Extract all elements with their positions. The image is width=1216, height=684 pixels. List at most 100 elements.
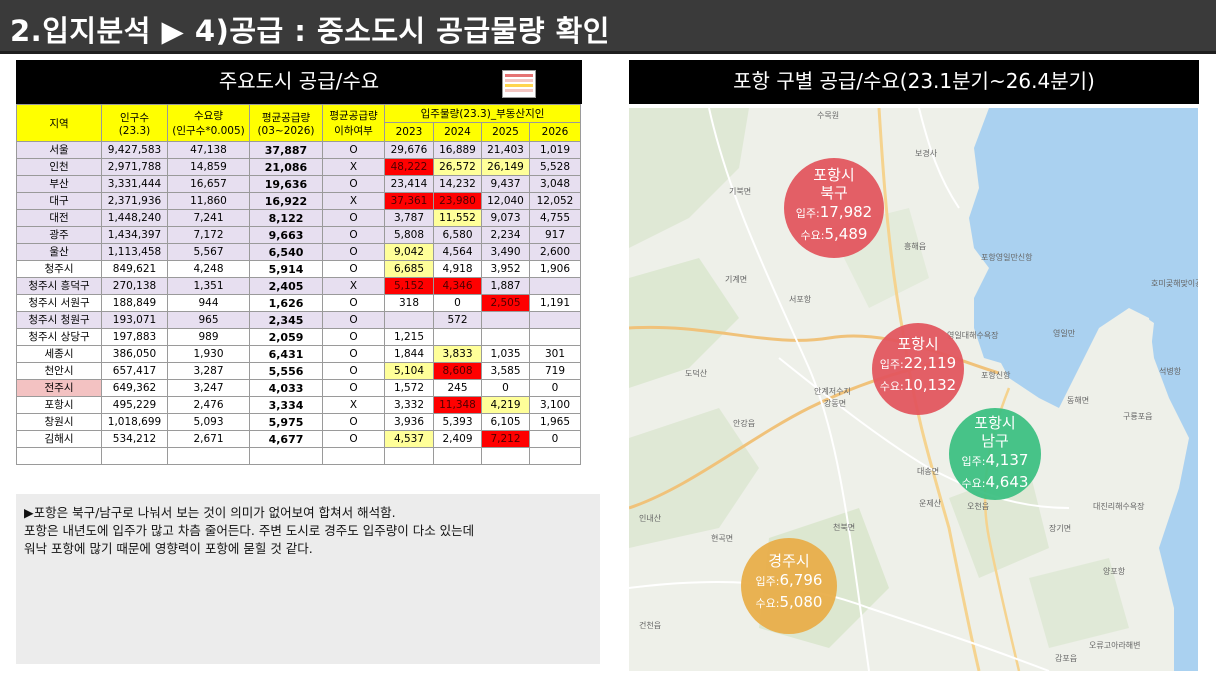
table-row: 포항시 495,229 2,476 3,334 X 3,332 11,348 4,219 3,1… — [16, 396, 582, 414]
cell-y2023: 5,808 — [384, 226, 434, 244]
cell-y2024: 8,608 — [433, 362, 482, 380]
cell-y2023: 1,844 — [384, 345, 434, 363]
cell-demand: 965 — [167, 311, 250, 329]
bubble-supply: 입주:6,796 — [755, 571, 823, 589]
cell-y2026 — [528, 277, 582, 295]
header-year-2026: 2026 — [528, 122, 582, 142]
table-row: 청주시 상당구 197,883 989 2,059 O 1,215 — [16, 328, 582, 346]
cell-y2024: 26,572 — [433, 158, 482, 176]
cell-region: 포항시 — [16, 396, 102, 414]
table-row: 부산 3,331,444 16,657 19,636 O 23,414 14,232 9,43… — [16, 175, 582, 193]
bubble-pohang: 포항시 입주:22,119 수요:10,132 — [872, 323, 964, 415]
cell-population: 193,071 — [101, 311, 168, 329]
cell-y2025: 7,212 — [481, 430, 530, 448]
cell-demand: 5,093 — [167, 413, 250, 431]
cell-y2025: 4,219 — [481, 396, 530, 414]
cell-population — [101, 447, 168, 465]
cell-avg-supply: 37,887 — [249, 141, 323, 159]
cell-region: 서울 — [16, 141, 102, 159]
table-row: 김해시 534,212 2,671 4,677 O 4,537 2,409 7,212 0 — [16, 430, 582, 448]
map-label: 기계면 — [725, 275, 748, 284]
cell-y2023 — [384, 447, 434, 465]
cell-y2025: 9,073 — [481, 209, 530, 227]
cell-y2023: 4,537 — [384, 430, 434, 448]
cell-y2024: 4,918 — [433, 260, 482, 278]
cell-y2025: 3,952 — [481, 260, 530, 278]
map-label: 서포항 — [789, 295, 812, 304]
map-label: 양포항 — [1103, 567, 1126, 576]
note-line-1: ▶포항은 북구/남구로 나눠서 보는 것이 의미가 없어보여 합쳐서 해석함. — [24, 505, 396, 520]
cell-y2024: 245 — [433, 379, 482, 397]
cell-below-avg: O — [322, 260, 385, 278]
cell-y2024 — [433, 447, 482, 465]
cell-y2026: 0 — [528, 430, 582, 448]
map-label: 감포읍 — [1055, 654, 1078, 663]
cell-population: 1,434,397 — [101, 226, 168, 244]
cell-population: 9,427,583 — [101, 141, 168, 159]
map-background — [629, 108, 1198, 671]
cell-region: 대전 — [16, 209, 102, 227]
cell-population: 649,362 — [101, 379, 168, 397]
map-label: 수목원 — [817, 111, 840, 120]
map-label: 오류고아라해변 — [1089, 641, 1141, 650]
cell-y2025: 6,105 — [481, 413, 530, 431]
table-row: 청주시 서원구 188,849 944 1,626 O 318 0 2,505 1,191 — [16, 294, 582, 312]
cell-y2023: 29,676 — [384, 141, 434, 159]
cell-avg-supply: 5,914 — [249, 260, 323, 278]
cell-region: 청주시 청원구 — [16, 311, 102, 329]
bubble-demand: 수요:10,132 — [879, 376, 957, 394]
cell-y2024: 2,409 — [433, 430, 482, 448]
table-row: 천안시 657,417 3,287 5,556 O 5,104 8,608 3,585 719 — [16, 362, 582, 380]
cell-below-avg — [322, 447, 385, 465]
cell-avg-supply: 4,677 — [249, 430, 323, 448]
header-year-2025: 2025 — [481, 122, 530, 142]
map-label: 영일대해수욕장 — [947, 331, 999, 340]
cell-y2026 — [528, 311, 582, 329]
header-year-2024: 2024 — [433, 122, 482, 142]
cell-region: 세종시 — [16, 345, 102, 363]
cell-y2026: 0 — [528, 379, 582, 397]
bubble-demand: 수요:5,489 — [800, 225, 868, 243]
cell-y2024: 4,564 — [433, 243, 482, 261]
note-line-2: 포항은 내년도에 입주가 많고 차츰 줄어든다. 주변 도시로 경주도 입주량이… — [24, 523, 475, 538]
cell-region: 부산 — [16, 175, 102, 193]
map-label: 안계저수지 — [814, 387, 851, 396]
cell-y2023: 5,152 — [384, 277, 434, 295]
cell-y2025: 3,490 — [481, 243, 530, 261]
cell-y2023 — [384, 311, 434, 329]
map-label: 천북면 — [833, 523, 856, 532]
cell-y2023: 1,572 — [384, 379, 434, 397]
cell-y2023: 318 — [384, 294, 434, 312]
cell-population: 2,371,936 — [101, 192, 168, 210]
cell-y2023: 23,414 — [384, 175, 434, 193]
header-demand: 수요량 (인구수*0.005) — [167, 104, 250, 142]
table-row: 대구 2,371,936 11,860 16,922 X 37,361 23,980 12,0… — [16, 192, 582, 210]
table-row: 인천 2,971,788 14,859 21,086 X 48,222 26,572 26,1… — [16, 158, 582, 176]
cell-y2025: 1,887 — [481, 277, 530, 295]
cell-y2025: 3,585 — [481, 362, 530, 380]
cell-y2023: 3,936 — [384, 413, 434, 431]
map-label: 흥해읍 — [904, 242, 927, 251]
cell-y2023: 5,104 — [384, 362, 434, 380]
cell-demand — [167, 447, 250, 465]
cell-y2026: 1,191 — [528, 294, 582, 312]
title-bar: 2.입지분석 ▶ 4)공급 : 중소도시 공급물량 확인 — [0, 0, 1216, 54]
cell-population: 534,212 — [101, 430, 168, 448]
cell-population: 1,113,458 — [101, 243, 168, 261]
bubble-demand: 수요:5,080 — [755, 593, 823, 611]
cell-demand: 16,657 — [167, 175, 250, 193]
cell-y2026: 3,100 — [528, 396, 582, 414]
bubble-supply: 입주:22,119 — [879, 354, 957, 372]
cell-avg-supply: 16,922 — [249, 192, 323, 210]
map-label: 도덕산 — [685, 369, 708, 378]
cell-population: 270,138 — [101, 277, 168, 295]
cell-population: 2,971,788 — [101, 158, 168, 176]
cell-y2024: 14,232 — [433, 175, 482, 193]
cell-y2025 — [481, 311, 530, 329]
cell-below-avg: O — [322, 175, 385, 193]
cell-region: 김해시 — [16, 430, 102, 448]
cell-demand: 3,287 — [167, 362, 250, 380]
cell-avg-supply: 2,405 — [249, 277, 323, 295]
cell-below-avg: O — [322, 362, 385, 380]
map-label: 강동면 — [824, 399, 847, 408]
